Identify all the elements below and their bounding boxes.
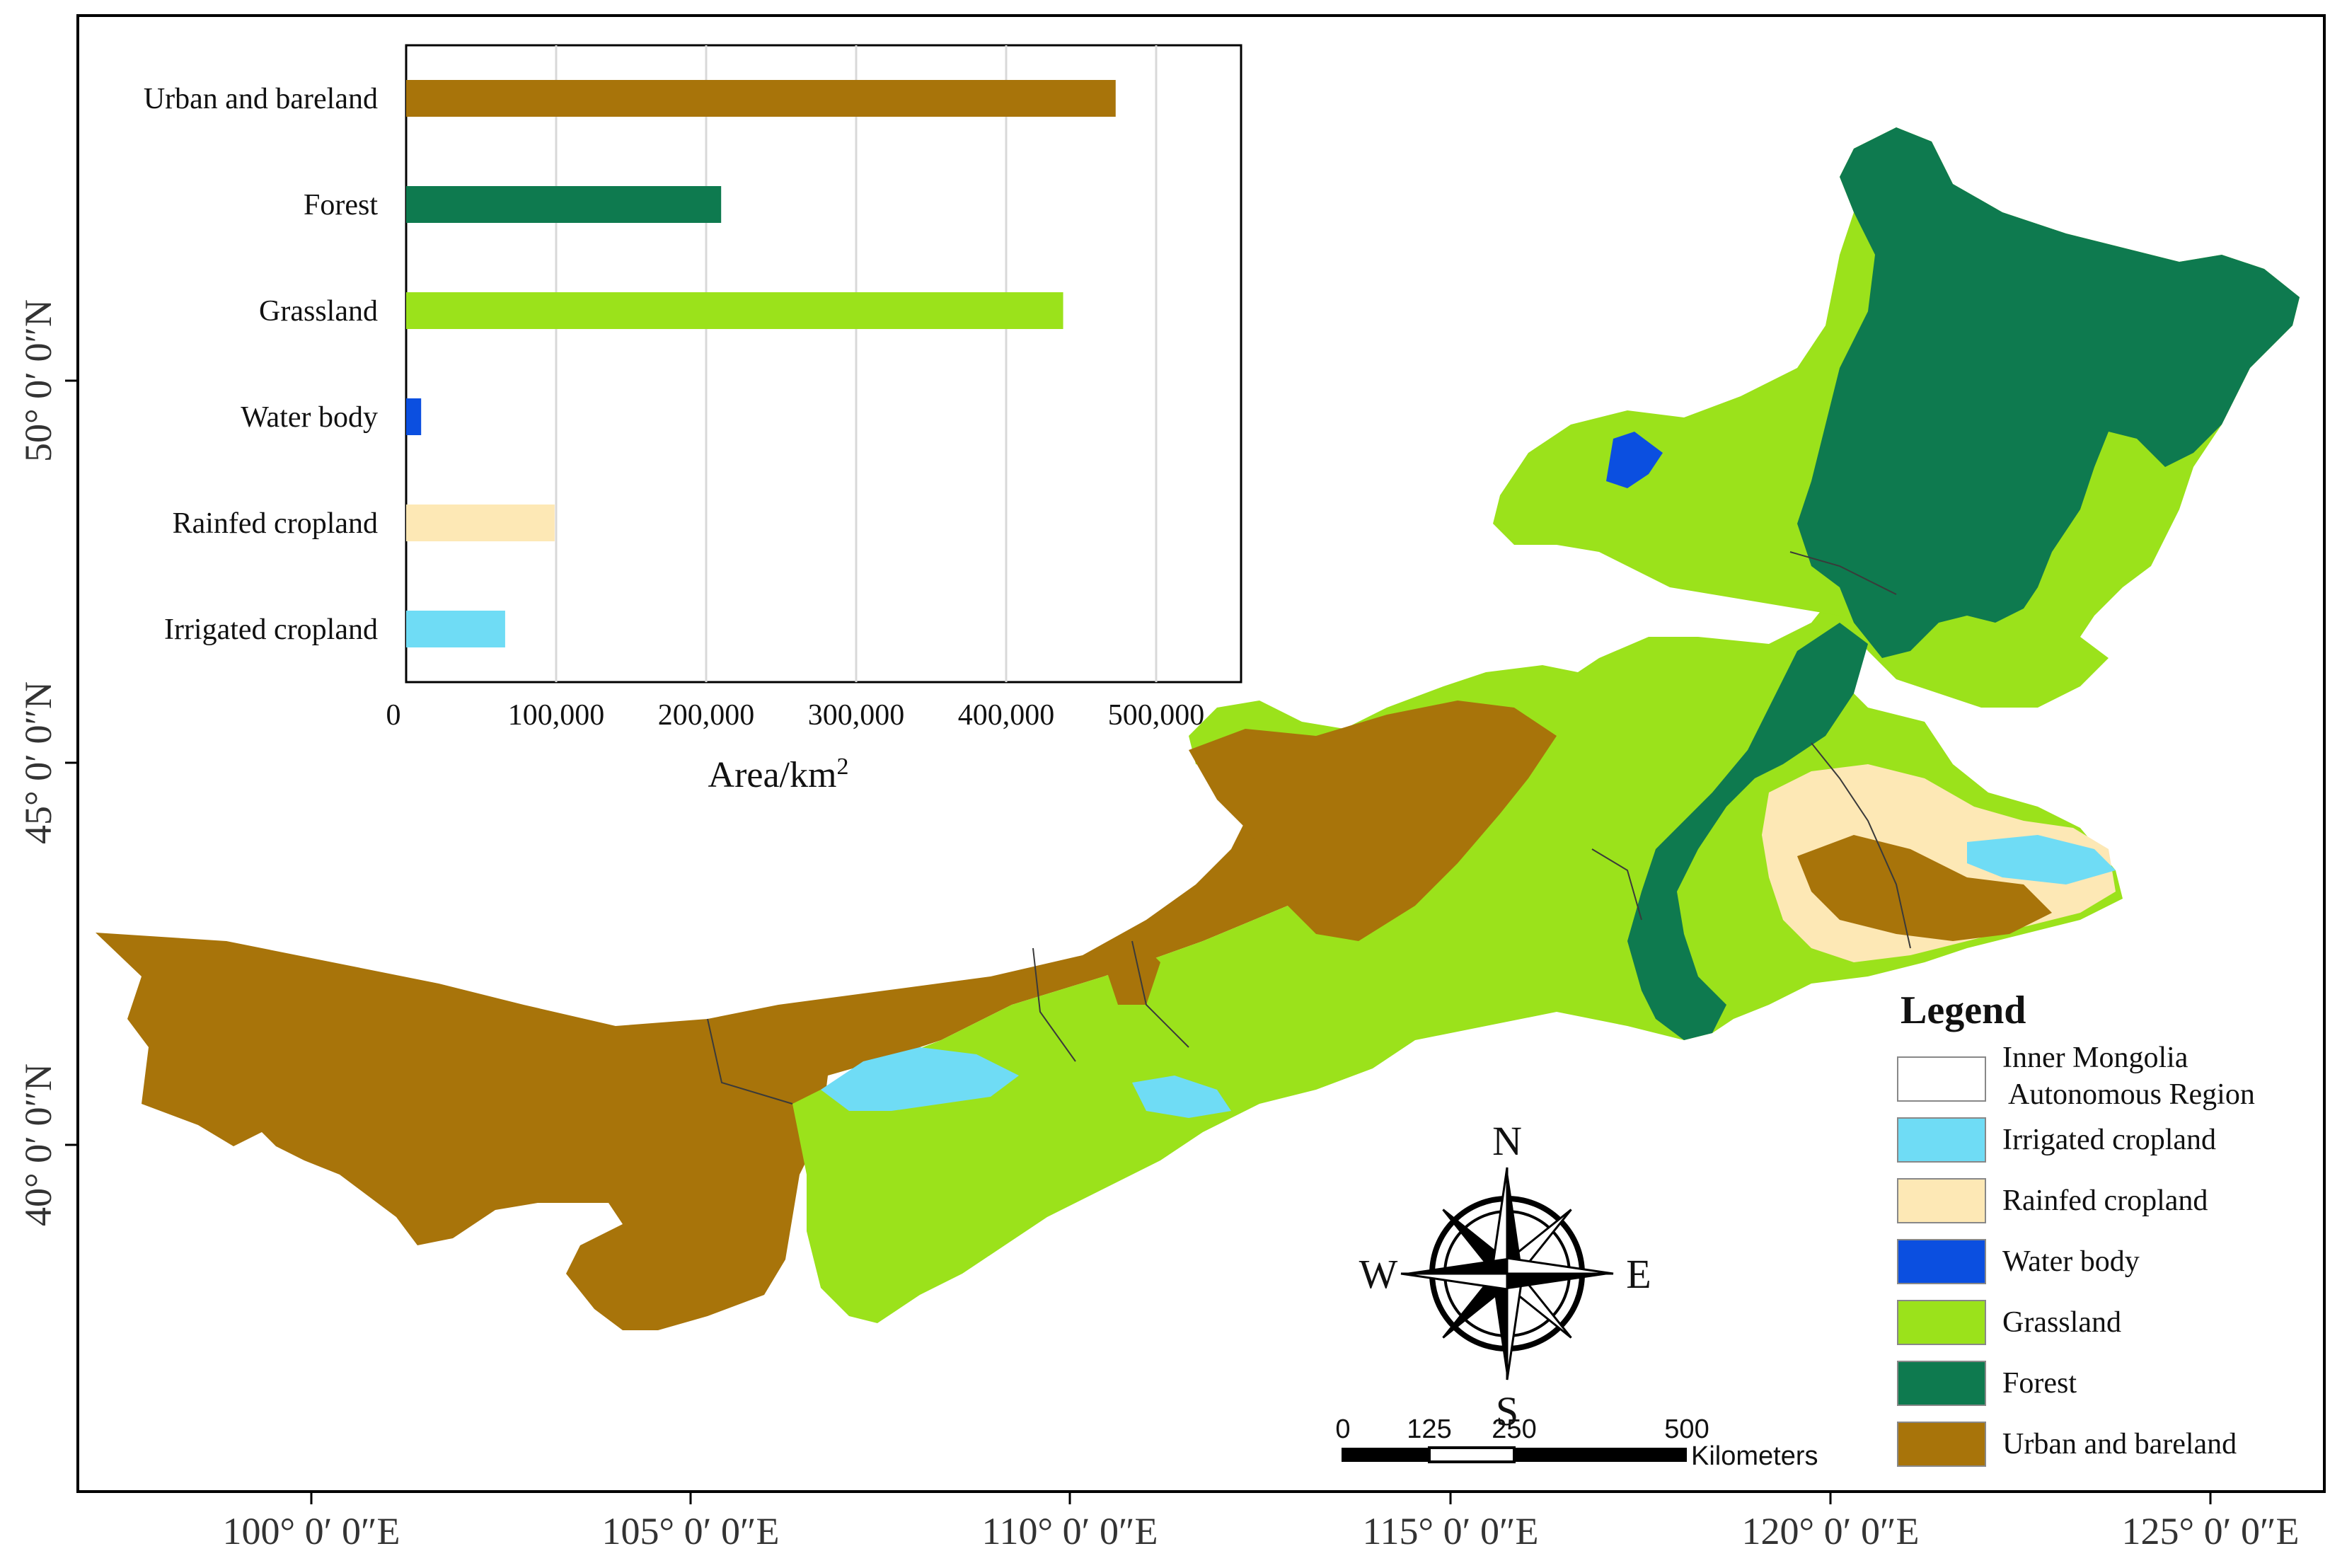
compass-w-label: W bbox=[1359, 1251, 1398, 1297]
lake-hulun bbox=[1606, 432, 1663, 488]
lon-label-120: 120° 0′ 0″E bbox=[1742, 1510, 1920, 1552]
chart-category-label: Grassland bbox=[259, 295, 378, 328]
lon-label-115: 115° 0′ 0″E bbox=[1363, 1510, 1539, 1552]
legend-swatch bbox=[1897, 1056, 1986, 1102]
inset-bar-chart: Urban and bareland Forest Grassland Water b… bbox=[144, 44, 1242, 795]
graticule-ticks bbox=[65, 379, 2212, 1504]
chart-gridlines bbox=[555, 45, 1158, 682]
chart-x-tick-label: 400,000 bbox=[958, 699, 1055, 732]
chart-bar-water-body bbox=[406, 398, 422, 435]
chart-category-label: Water body bbox=[241, 401, 378, 434]
region-hetao-irrigated bbox=[821, 1047, 1019, 1111]
chart-box bbox=[405, 44, 1242, 684]
region-bareland-patch bbox=[1104, 934, 1160, 1005]
chart-x-tick-label: 0 bbox=[386, 699, 401, 732]
map-region bbox=[96, 127, 2300, 1330]
lon-label-110: 110° 0′ 0″E bbox=[982, 1510, 1158, 1552]
compass-rose: N S E W bbox=[1359, 1118, 1651, 1434]
chart-bar-forest bbox=[406, 186, 722, 223]
compass-main-points bbox=[1400, 1167, 1614, 1380]
legend-label: Water body bbox=[2002, 1245, 2140, 1278]
legend-swatch bbox=[1897, 1422, 1986, 1467]
region-east-bareland bbox=[1797, 835, 2052, 941]
chart-category-label: Forest bbox=[304, 189, 378, 221]
region-tumochuan-irrigated bbox=[1132, 1076, 1231, 1118]
lon-label-100: 100° 0′ 0″E bbox=[223, 1510, 400, 1552]
region-forest bbox=[1797, 127, 2300, 658]
legend-items: Inner Mongolia Autonomous Region Irrigated… bbox=[1897, 1042, 2255, 1467]
scale-unit-label: Kilometers bbox=[1691, 1441, 1818, 1471]
scale-label-0: 0 bbox=[1335, 1414, 1350, 1444]
chart-category-label: Urban and bareland bbox=[144, 83, 378, 115]
chart-x-tick-label: 100,000 bbox=[508, 699, 605, 732]
scale-bar: 0 125 250 500 Kilometers bbox=[1335, 1414, 1818, 1471]
scale-label-500: 500 bbox=[1664, 1414, 1709, 1444]
chart-x-axis-title: Area/km2 bbox=[708, 754, 849, 795]
scale-segment-3 bbox=[1514, 1448, 1687, 1462]
legend-swatch bbox=[1897, 1239, 1986, 1284]
legend-label: Urban and bareland bbox=[2002, 1428, 2237, 1460]
lon-label-105: 105° 0′ 0″E bbox=[602, 1510, 780, 1552]
compass-e-label: E bbox=[1626, 1251, 1651, 1297]
chart-category-label: Rainfed cropland bbox=[173, 507, 378, 540]
legend-label: Grassland bbox=[2002, 1306, 2121, 1339]
compass-n-label: N bbox=[1492, 1118, 1522, 1164]
chart-bar-urban-and-bareland bbox=[406, 80, 1116, 117]
legend: Legend Inner Mongolia Autonomous Region Ir… bbox=[1897, 988, 2255, 1467]
chart-x-tick-label: 500,000 bbox=[1108, 699, 1205, 732]
scale-segment-2 bbox=[1428, 1446, 1516, 1463]
region-east-irrigated bbox=[1967, 835, 2116, 884]
region-central-bareland bbox=[1189, 701, 1557, 941]
lon-label-125: 125° 0′ 0″E bbox=[2122, 1510, 2300, 1552]
region-forest-ridge bbox=[1627, 623, 1868, 1040]
legend-label-line2: Autonomous Region bbox=[2008, 1078, 2255, 1111]
legend-label: Inner Mongolia Autonomous Region bbox=[2002, 1042, 2255, 1111]
chart-category-label: Irrigated cropland bbox=[164, 613, 378, 646]
chart-bars bbox=[406, 80, 1116, 647]
scale-segment-1 bbox=[1342, 1448, 1429, 1462]
chart-x-tick-labels: 0 100,000 200,000 300,000 400,000 500,000 bbox=[386, 699, 1205, 732]
legend-label: Irrigated cropland bbox=[2002, 1124, 2216, 1156]
longitude-labels: 100° 0′ 0″E 105° 0′ 0″E 110° 0′ 0″E 115°… bbox=[223, 1510, 2300, 1552]
chart-bar-grassland bbox=[406, 292, 1063, 329]
lat-label-50: 50° 0′ 0″N bbox=[17, 299, 59, 462]
chart-x-tick-label: 200,000 bbox=[658, 699, 755, 732]
legend-swatch bbox=[1897, 1300, 1986, 1345]
chart-x-tick-label: 300,000 bbox=[808, 699, 905, 732]
legend-swatch bbox=[1897, 1117, 1986, 1163]
compass-s-label: S bbox=[1496, 1388, 1518, 1434]
chart-category-labels: Urban and bareland Forest Grassland Water b… bbox=[144, 83, 379, 646]
legend-swatch bbox=[1897, 1178, 1986, 1223]
legend-label-line1: Inner Mongolia bbox=[2002, 1042, 2188, 1074]
boundary-lines bbox=[707, 551, 1911, 1105]
scale-label-250: 250 bbox=[1492, 1414, 1536, 1444]
chart-x-axis-title-sup: 2 bbox=[836, 754, 848, 780]
lat-label-45: 45° 0′ 0″N bbox=[17, 681, 59, 844]
region-central bbox=[792, 587, 2123, 1323]
chart-bar-irrigated-cropland bbox=[406, 611, 505, 647]
legend-label: Rainfed cropland bbox=[2002, 1184, 2208, 1217]
latitude-labels: 50° 0′ 0″N 45° 0′ 0″N 40° 0′ 0″N bbox=[17, 299, 59, 1226]
chart-x-axis-title-text: Area/km bbox=[708, 755, 837, 795]
chart-bar-rainfed-cropland bbox=[406, 505, 555, 541]
legend-title: Legend bbox=[1901, 988, 2026, 1032]
lat-label-40: 40° 0′ 0″N bbox=[17, 1063, 59, 1226]
scale-label-125: 125 bbox=[1407, 1414, 1451, 1444]
legend-swatch bbox=[1897, 1361, 1986, 1406]
legend-label: Forest bbox=[2002, 1367, 2077, 1400]
region-west-bareland bbox=[96, 771, 1316, 1330]
